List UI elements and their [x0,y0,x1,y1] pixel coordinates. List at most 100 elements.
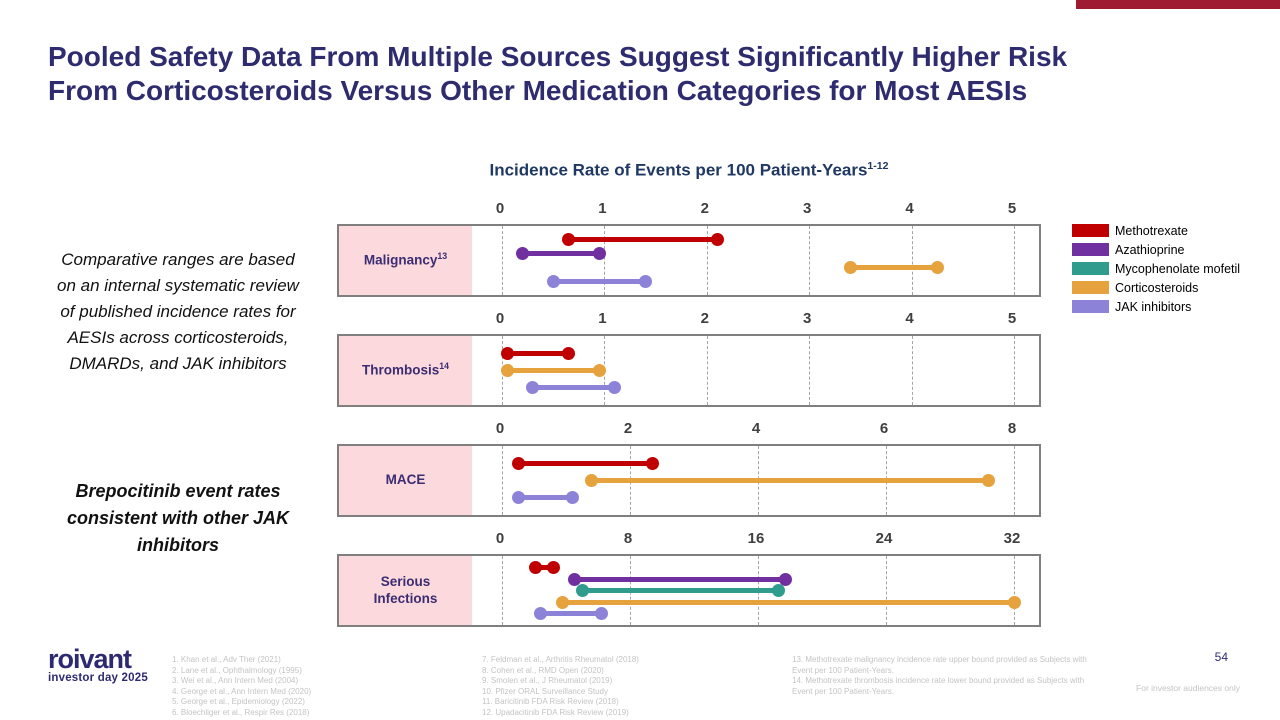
side-callout: Brepocitinib event rates consistent with… [66,481,290,555]
gridline [502,226,503,295]
range-dot-jak-inhibitors [565,491,579,505]
axis-tick-label: 4 [905,310,914,327]
range-dot-jak-inhibitors [594,607,608,620]
footnotes-column-1: 1. Khan et al., Adv Ther (2021) 2. Lane e… [172,655,472,718]
gridline [1014,336,1015,405]
gridline [1014,556,1015,625]
axis-tick-label: 0 [495,420,505,437]
panel-serious-infections: Serious Infections [337,554,1041,627]
axis-tick-label: 0 [495,530,505,547]
axis-tick-label: 8 [623,530,633,547]
chart-group-serious-infections: 0 8 16 24 32 Serious Infections [337,526,1041,627]
category-label-box: Serious Infections [339,556,472,625]
chart-group-thrombosis: 0 1 2 3 4 5 Thrombosis14 [337,306,1041,407]
axis-tick-label: 1 [598,310,607,327]
axis-tick-label: 5 [1007,200,1017,217]
range-dot-corticosteroids [930,260,944,274]
axis-tick-row: 0 1 2 3 4 5 [337,196,1041,224]
legend: Methotrexate Azathioprine Mycophenolate mo… [1072,221,1240,316]
chart-title: Incidence Rate of Events per 100 Patient… [337,160,1041,181]
axis-tick-label: 24 [875,530,893,547]
roivant-logo: roivant investor day 2025 [48,644,148,685]
gridline [502,556,503,625]
gridline [706,226,708,295]
footnote-line: 14. Methotrexate thrombosis incidence ra… [792,676,1085,696]
legend-label: Corticosteroids [1115,280,1199,295]
range-jak-inhibitors [540,611,602,616]
range-dot-azathioprine [778,572,792,586]
gridline [809,336,811,405]
range-dot-methotrexate [529,561,543,574]
legend-swatch-corticosteroids [1072,281,1109,294]
range-methotrexate [518,460,653,466]
gridline [1014,226,1015,295]
range-dot-corticosteroids [500,364,514,377]
range-dot-jak-inhibitors [511,491,525,505]
axis-tick-label: 0 [495,200,505,217]
axis-tick-label: 16 [747,530,765,547]
legend-label: Methotrexate [1115,223,1188,238]
range-dot-azathioprine [567,572,581,586]
category-label-box: MACE [339,446,472,515]
axis-tick-label: 2 [623,420,633,437]
roivant-logo-subtitle: investor day 2025 [48,672,148,684]
category-label: Serious Infections [373,573,438,606]
axis-tick-label: 32 [1003,530,1021,547]
axis-tick-label: 8 [1007,420,1017,437]
slide-title: Pooled Safety Data From Multiple Sources… [48,40,1238,108]
axis-tick-label: 6 [879,420,889,437]
legend-swatch-azathioprine [1072,243,1109,256]
chart-group-malignancy: 0 1 2 3 4 5 Malignancy13 [337,196,1041,297]
gridline [886,556,887,625]
axis-tick-row: 0 8 16 24 32 [337,526,1041,554]
range-dot-corticosteroids [843,260,857,274]
range-dot-methotrexate [562,233,576,247]
footnote-line: 3. Wei et al., Ann Intern Med (2004) [172,676,299,685]
axis-tick-label: 5 [1007,310,1017,327]
axis-tick-label: 4 [751,420,761,437]
footnote-line: 5. George et al., Epidemiology (2022) [172,697,305,706]
range-dot-jak-inhibitors [608,381,622,395]
range-dot-corticosteroids [592,364,606,377]
gridline [809,226,811,295]
range-methotrexate [507,350,569,356]
range-dot-methotrexate [645,456,659,470]
range-dot-mycophenolate-mofetil [575,584,589,597]
range-corticosteroids [850,264,938,270]
chart-title-text: Incidence Rate of Events per 100 Patient… [489,160,868,180]
footnote-line: 11. Baricitinib FDA Risk Review (2018) [482,697,619,706]
footnote-line: 2. Lane et al., Ophthalmology (1995) [172,665,302,675]
legend-swatch-methotrexate [1072,224,1109,237]
roivant-logo-wordmark: roivant [48,644,132,674]
range-dot-azathioprine [592,247,606,261]
range-dot-methotrexate [710,233,724,247]
axis-tick-label: 2 [700,310,709,327]
footnote-line: 7. Feldman et al., Arthritis Rheumatol (… [482,655,639,664]
axis-tick-label: 4 [905,200,914,217]
footnote-line: 9. Smolen et al., J Rheumatol (2019) [482,676,613,685]
slide-title-line2: From Corticosteroids Versus Other Medica… [48,75,1028,107]
axis-tick-label: 3 [803,310,812,327]
range-corticosteroids [591,478,989,483]
legend-label: JAK inhibitors [1115,299,1192,314]
side-note: Comparative ranges are based on an inter… [57,250,299,373]
range-dot-corticosteroids [981,474,995,487]
range-corticosteroids [562,599,1014,605]
top-accent-bar [1076,0,1280,9]
audience-note: For investor audiences only [1136,683,1240,693]
footnote-line: 6. Bloechliger et al., Respir Res (2018) [172,707,310,717]
axis-tick-row: 0 1 2 3 4 5 [337,306,1041,334]
footnote-line: 1. Khan et al., Adv Ther (2021) [172,655,281,664]
range-azathioprine [522,251,600,257]
range-corticosteroids [507,368,600,373]
range-dot-jak-inhibitors [533,607,547,620]
range-jak-inhibitors [518,495,573,501]
legend-item-jak-inhibitors: JAK inhibitors [1072,297,1240,316]
page-number: 54 [1214,650,1228,664]
chart-group-mace: 0 2 4 6 8 MACE [337,416,1041,517]
category-label-superscript: 14 [439,361,450,372]
range-dot-corticosteroids [556,595,570,609]
range-dot-methotrexate [511,456,525,470]
gridline [502,446,503,515]
